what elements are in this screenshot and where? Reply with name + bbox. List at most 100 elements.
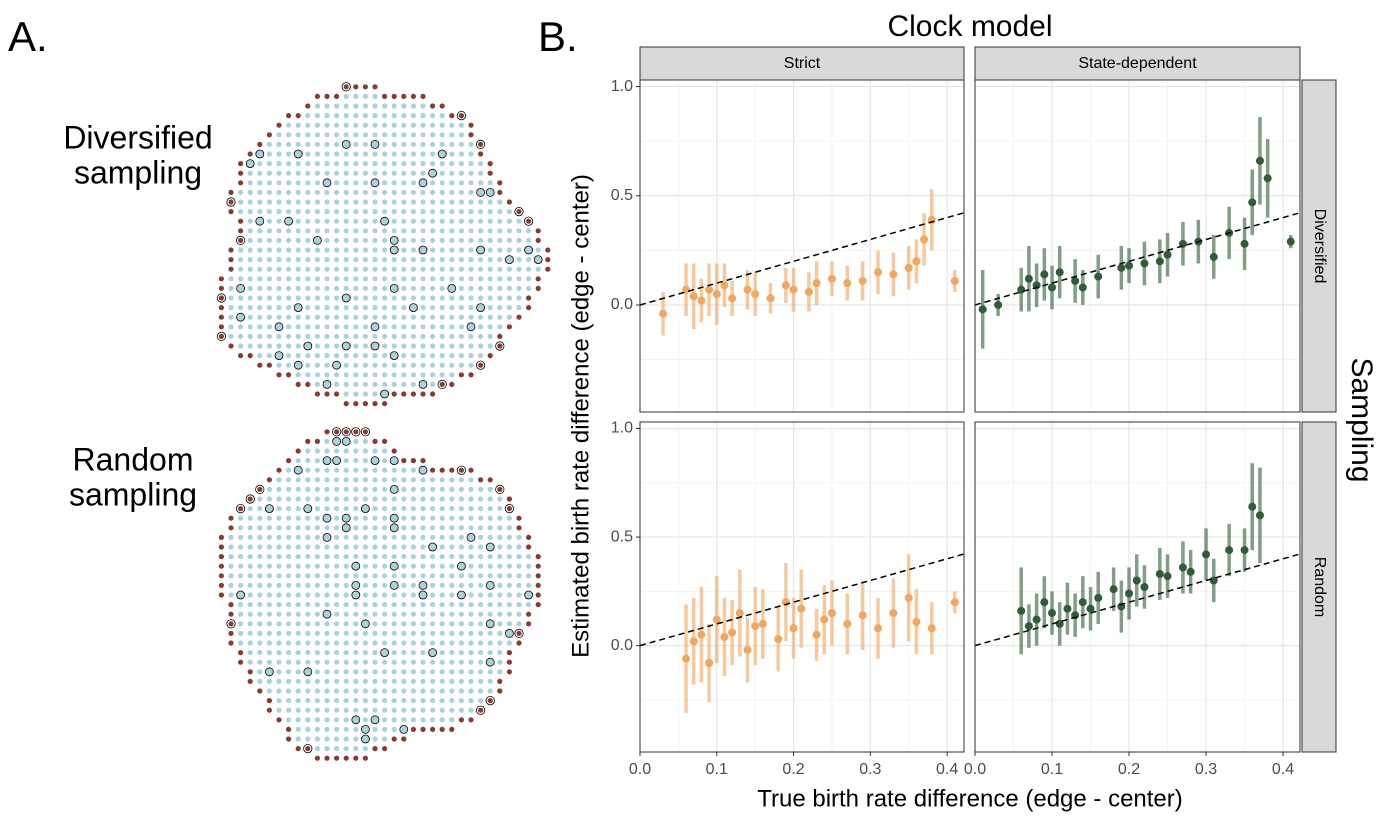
center-cell [439,189,445,195]
center-cell [295,218,301,224]
center-cell [362,324,368,330]
edge-cell [449,467,455,473]
center-cell [295,726,301,733]
center-cell [247,534,253,541]
center-cell [295,285,301,291]
center-cell [458,189,464,195]
center-cell [362,659,368,665]
center-cell [343,688,349,694]
center-cell [389,283,399,293]
edge-cell [382,746,388,752]
center-cell [257,630,263,637]
center-cell [334,218,340,224]
center-cell [372,736,378,742]
center-cell [295,544,301,550]
edge-cell [506,199,512,205]
center-cell [439,161,445,167]
center-cell [391,305,397,311]
center-cell [430,247,436,253]
center-cell [420,486,426,492]
point [774,635,783,644]
center-cell [238,324,244,330]
center-cell [497,554,503,560]
center-cell [334,525,340,531]
center-cell [458,486,464,492]
center-cell [255,149,265,159]
center-cell [516,544,522,550]
center-cell [478,343,484,349]
center-cell [295,276,301,282]
point [751,622,760,631]
center-cell [353,611,359,617]
center-cell [362,141,368,147]
center-cell [257,602,263,608]
center-cell [430,477,436,483]
point [927,624,936,633]
center-cell [353,247,359,253]
center-cell [487,611,493,617]
center-cell [410,314,416,320]
center-cell [257,295,263,301]
center-cell [362,438,368,444]
point [904,263,913,272]
edge-cell [382,438,388,444]
reference-line [639,553,965,647]
center-cell [276,554,282,560]
center-cell [391,122,397,128]
center-cell [236,590,246,600]
edge-cell [276,467,282,473]
center-cell [247,554,253,560]
center-cell [351,581,361,590]
center-cell [391,650,397,656]
center-cell [284,216,294,226]
center-cell [353,448,359,454]
center-cell [238,247,244,253]
edge-cell [257,486,263,492]
center-cell [420,372,426,378]
center-cell [478,688,484,694]
center-cell [353,698,359,704]
center-cell [430,506,436,512]
center-cell [353,650,359,656]
center-cell [334,237,340,243]
center-cell [410,228,416,234]
center-cell [458,305,464,311]
center-cell [458,276,464,282]
center-cell [372,573,378,579]
center-cell [305,688,311,694]
center-cell [487,218,493,224]
edge-cell [247,678,253,685]
edge-cell [247,496,253,502]
center-cell [295,611,301,617]
center-cell [372,477,378,483]
center-cell [314,496,320,502]
center-cell [324,746,330,752]
center-cell [334,726,340,733]
center-cell [286,305,292,311]
center-cell [439,276,445,282]
edge-cell [487,698,493,704]
center-cell [295,582,301,589]
center-cell [353,525,359,531]
center-cell [468,669,474,675]
center-cell [314,228,320,234]
reference-line [639,212,965,306]
center-cell [372,372,378,378]
center-cell [343,218,349,224]
point [1048,609,1057,618]
center-cell [439,362,445,368]
center-cell [420,295,426,301]
center-cell [391,189,397,195]
center-cell [526,266,532,272]
center-cell [360,504,370,514]
center-cell [286,257,292,263]
point [697,296,706,305]
center-cell [458,534,464,541]
center-cell [420,228,426,234]
center-cell [410,199,416,205]
center-cell [362,314,368,320]
center-cell [478,611,484,617]
center-cell [468,544,474,550]
point [1078,283,1087,292]
center-cell [372,295,378,301]
